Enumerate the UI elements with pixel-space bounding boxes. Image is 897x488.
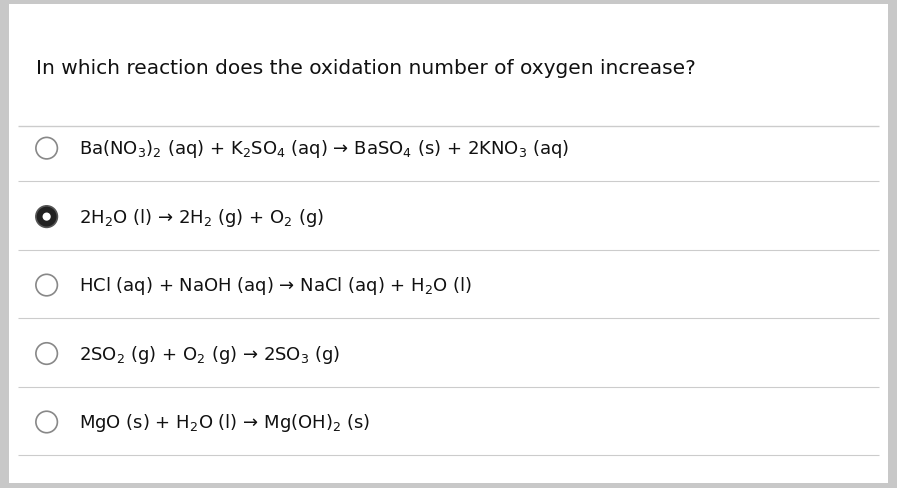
Text: Ba(NO$_3$)$_2$ (aq) + K$_2$SO$_4$ (aq) → BaSO$_4$ (s) + 2KNO$_3$ (aq): Ba(NO$_3$)$_2$ (aq) + K$_2$SO$_4$ (aq) →… — [79, 138, 570, 160]
Text: 2H$_2$O (l) → 2H$_2$ (g) + O$_2$ (g): 2H$_2$O (l) → 2H$_2$ (g) + O$_2$ (g) — [79, 206, 324, 228]
Ellipse shape — [36, 138, 57, 160]
Ellipse shape — [36, 275, 57, 296]
Text: HCl (aq) + NaOH (aq) → NaCl (aq) + H$_2$O (l): HCl (aq) + NaOH (aq) → NaCl (aq) + H$_2$… — [79, 275, 472, 296]
Ellipse shape — [42, 213, 51, 221]
FancyBboxPatch shape — [9, 5, 888, 483]
Text: In which reaction does the oxidation number of oxygen increase?: In which reaction does the oxidation num… — [36, 59, 696, 78]
Ellipse shape — [36, 206, 57, 228]
Ellipse shape — [36, 343, 57, 365]
Ellipse shape — [36, 411, 57, 433]
Text: MgO (s) + H$_2$O (l) → Mg(OH)$_2$ (s): MgO (s) + H$_2$O (l) → Mg(OH)$_2$ (s) — [79, 411, 370, 433]
Text: 2SO$_2$ (g) + O$_2$ (g) → 2SO$_3$ (g): 2SO$_2$ (g) + O$_2$ (g) → 2SO$_3$ (g) — [79, 343, 340, 365]
